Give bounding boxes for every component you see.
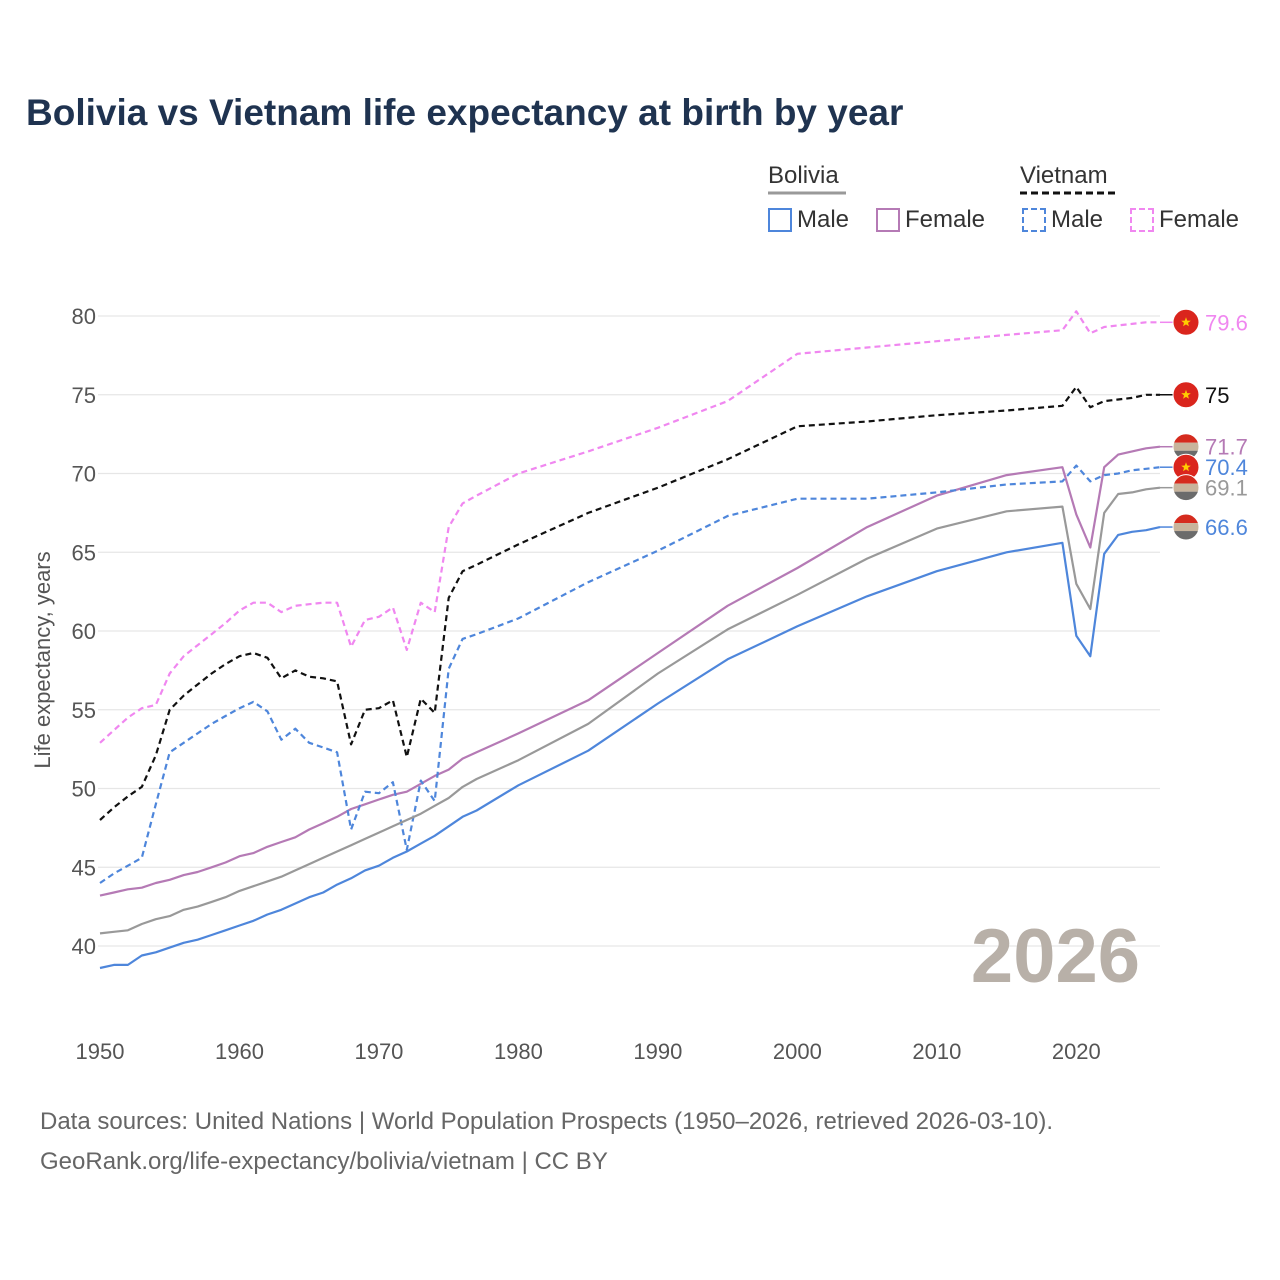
series-line-vietnam-female	[99, 310, 1160, 744]
legend-swatch-vietnam-male	[1022, 208, 1046, 232]
end-marker-bolivia-male	[1160, 513, 1200, 541]
series-line-bolivia-male	[99, 526, 1161, 970]
y-tick-label-45: 45	[72, 855, 96, 880]
y-tick-label-40: 40	[72, 934, 96, 959]
x-tick-label-1950: 1950	[76, 1039, 125, 1064]
legend-item-vietnam-male[interactable]: Male	[1022, 206, 1103, 234]
y-tick-label-70: 70	[72, 462, 96, 487]
x-tick-label-2020: 2020	[1052, 1039, 1101, 1064]
legend-swatch-vietnam-female	[1130, 208, 1154, 232]
end-value-label-bolivia-male: 66.6	[1205, 515, 1248, 540]
legend-title-bolivia: Bolivia	[768, 162, 839, 189]
legend-label-vietnam-female: Female	[1159, 206, 1240, 233]
end-value-label-bolivia-total: 69.1	[1205, 476, 1248, 501]
grid-layer	[98, 315, 1160, 947]
source-line-1: Data sources: United Nations | World Pop…	[40, 1108, 1054, 1135]
source-line-2: GeoRank.org/life-expectancy/bolivia/viet…	[40, 1148, 608, 1175]
end-value-label-vietnam-total: 75	[1205, 383, 1229, 408]
bolivia-flag-icon	[1173, 474, 1199, 501]
y-tick-label-65: 65	[72, 540, 96, 565]
series-layer	[99, 310, 1161, 970]
chart-title: Bolivia vs Vietnam life expectancy at bi…	[26, 92, 904, 133]
legend-item-bolivia-female[interactable]: Female	[876, 206, 985, 234]
series-line-vietnam-total	[99, 385, 1160, 821]
x-tick-label-1970: 1970	[354, 1039, 403, 1064]
legend-label-bolivia-male: Male	[797, 206, 850, 233]
y-tick-label-60: 60	[72, 619, 96, 644]
end-marker-bolivia-total	[1160, 474, 1200, 502]
x-tick-label-1960: 1960	[215, 1039, 264, 1064]
axis-layer: 40 45 50 55 60 65 70 75 80 1950 1960 1970 1980 1990 20…	[72, 304, 1101, 1064]
bolivia-flag-icon	[1173, 514, 1199, 541]
flag-star-icon	[1181, 389, 1191, 399]
end-value-label-vietnam-female: 79.6	[1205, 310, 1248, 335]
y-axis-title: Life expectancy, years	[30, 551, 55, 768]
y-tick-label-75: 75	[72, 383, 96, 408]
y-tick-label-55: 55	[72, 698, 96, 723]
legend-item-bolivia-male[interactable]: Male	[768, 206, 849, 234]
series-line-bolivia-total	[99, 486, 1161, 935]
year-watermark: 2026	[971, 914, 1140, 999]
x-tick-label-1990: 1990	[633, 1039, 682, 1064]
flag-star-icon	[1181, 462, 1191, 472]
x-tick-label-2010: 2010	[912, 1039, 961, 1064]
legend-title-vietnam: Vietnam	[1020, 162, 1108, 189]
end-marker-vietnam-total	[1160, 381, 1200, 409]
legend-swatch-bolivia-male	[768, 208, 792, 232]
x-tick-label-1980: 1980	[494, 1039, 543, 1064]
flag-star-icon	[1181, 317, 1191, 327]
series-line-bolivia-female	[99, 445, 1161, 897]
y-tick-label-80: 80	[72, 304, 96, 329]
end-marker-vietnam-female	[1160, 308, 1200, 336]
end-value-label-bolivia-female: 71.7	[1205, 435, 1248, 460]
x-tick-label-2000: 2000	[773, 1039, 822, 1064]
legend-label-bolivia-female: Female	[905, 206, 986, 233]
line-chart: 2026 40 45 50 55 60 65 70 75 80 1950 1960 1970 1980 1…	[30, 304, 1248, 1064]
legend-label-vietnam-male: Male	[1051, 206, 1104, 233]
legend-swatch-bolivia-female	[876, 208, 900, 232]
end-value-label-vietnam-male: 70.4	[1205, 455, 1248, 480]
y-tick-label-50: 50	[72, 777, 96, 802]
legend-item-vietnam-female[interactable]: Female	[1130, 206, 1239, 234]
series-line-vietnam-male	[99, 464, 1161, 884]
end-label-layer: 79.6 75 71.770.469.1 66.6	[1160, 308, 1248, 541]
